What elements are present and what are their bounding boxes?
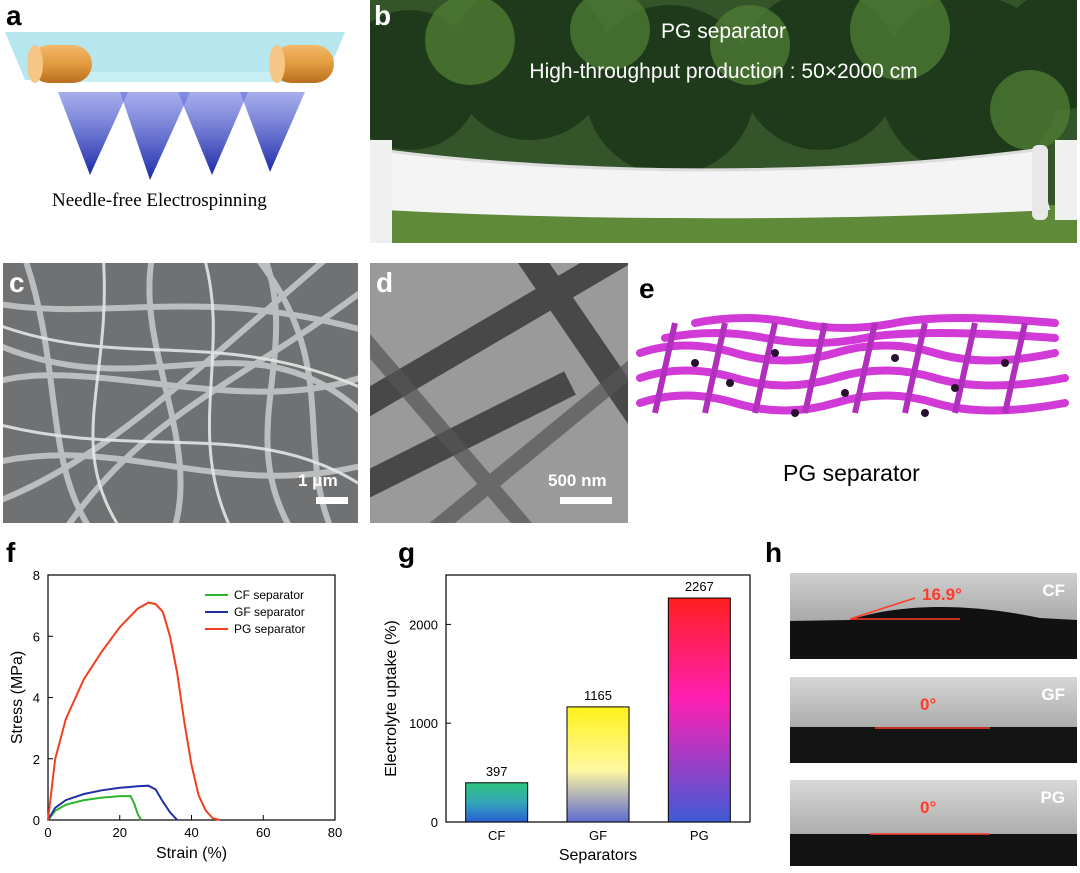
series-line-gf bbox=[47, 784, 178, 821]
y-tick-label: 4 bbox=[33, 691, 40, 706]
contact-angle-image-cf: 16.9° CF bbox=[790, 573, 1077, 659]
panel-b-label: b bbox=[374, 0, 392, 31]
panel-d-label: d bbox=[376, 267, 394, 298]
contact-angle-image-gf: 0° GF bbox=[790, 677, 1077, 763]
gf-droplet-image bbox=[790, 677, 1077, 763]
y-tick-label: 0 bbox=[33, 813, 40, 828]
x-tick-label: 20 bbox=[113, 825, 127, 840]
panel-b-subtitle: High-throughput production : 50×2000 cm bbox=[529, 60, 918, 83]
bar-gf bbox=[566, 706, 630, 823]
panel-e: e PG separator bbox=[635, 263, 1075, 523]
x-tick-label: CF bbox=[488, 828, 505, 843]
panel-c-scale-label: 1 μm bbox=[298, 471, 338, 490]
pg-contact-angle: 0° bbox=[920, 798, 937, 817]
panel-c-scale-bar bbox=[316, 497, 348, 504]
y-tick-label: 2 bbox=[33, 752, 40, 767]
legend-label: CF separator bbox=[234, 588, 304, 602]
panel-d-scale-bar bbox=[560, 497, 612, 504]
panel-d-scale-label: 500 nm bbox=[548, 471, 607, 490]
bar-cf bbox=[465, 782, 529, 823]
legend-label: GF separator bbox=[234, 605, 305, 619]
gf-contact-angle: 0° bbox=[920, 695, 937, 714]
panel-a-caption: Needle-free Electrospinning bbox=[52, 190, 267, 211]
electrospinning-illustration bbox=[5, 32, 345, 180]
production-photo bbox=[370, 0, 1077, 243]
panel-c-label: c bbox=[9, 267, 25, 298]
bar-value-label: 1165 bbox=[584, 688, 612, 703]
panel-f-label: f bbox=[6, 537, 16, 568]
panel-f: f 0 20 40 60 80 0 2 4 6 8 Strain (%) Stress (MPa) CF… bbox=[0, 535, 360, 873]
y-axis-title: Stress (MPa) bbox=[9, 651, 26, 744]
x-axis-title: Strain (%) bbox=[156, 845, 227, 862]
panel-g: g 0 1000 2000 397 CF 1165 GF 2267 PG Separators El… bbox=[370, 535, 780, 873]
cf-contact-angle: 16.9° bbox=[922, 585, 962, 604]
y-axis-title: Electrolyte uptake (%) bbox=[383, 620, 400, 777]
sem-image bbox=[3, 263, 358, 523]
series-line-cf bbox=[47, 795, 143, 821]
tem-image bbox=[370, 263, 628, 523]
bar-value-label: 397 bbox=[486, 764, 508, 779]
x-tick-label: 0 bbox=[44, 825, 51, 840]
panel-c: c 1 μm bbox=[3, 263, 358, 523]
cf-image-label: CF bbox=[1042, 581, 1065, 600]
panel-e-caption: PG separator bbox=[783, 460, 920, 486]
panel-e-label: e bbox=[639, 273, 655, 304]
bar-value-label: 2267 bbox=[685, 579, 714, 594]
panel-a-label: a bbox=[6, 0, 22, 31]
x-tick-label: 80 bbox=[328, 825, 342, 840]
bar-pg bbox=[667, 597, 731, 823]
x-tick-label: 40 bbox=[184, 825, 198, 840]
series-line-pg bbox=[47, 601, 221, 821]
y-tick-label: 8 bbox=[33, 568, 40, 583]
panel-h-label: h bbox=[765, 537, 783, 568]
panel-b: b PG separator High-throughput productio… bbox=[370, 0, 1077, 243]
y-tick-label: 1000 bbox=[409, 716, 438, 731]
pg-image-label: PG bbox=[1040, 788, 1065, 807]
stress-strain-chart: 0 20 40 60 80 0 2 4 6 8 Strain (%) Stress (MPa) CF s… bbox=[9, 568, 342, 862]
panel-b-title: PG separator bbox=[661, 20, 786, 43]
panel-a: a Needle-free Electrospinning bbox=[0, 0, 365, 240]
y-tick-label: 0 bbox=[431, 815, 438, 830]
electrolyte-uptake-chart: 0 1000 2000 397 CF 1165 GF 2267 PG Separators Elec… bbox=[383, 574, 751, 864]
contact-angle-image-pg: 0° PG bbox=[790, 780, 1077, 866]
gf-image-label: GF bbox=[1041, 685, 1065, 704]
legend-label: PG separator bbox=[234, 622, 305, 636]
x-tick-label: PG bbox=[690, 828, 709, 843]
panel-g-label: g bbox=[398, 537, 416, 568]
x-axis-title: Separators bbox=[559, 847, 637, 864]
pg-droplet-image bbox=[790, 780, 1077, 866]
x-tick-label: 60 bbox=[256, 825, 270, 840]
x-tick-label: GF bbox=[589, 828, 607, 843]
panel-d: d 500 nm bbox=[370, 263, 628, 523]
y-tick-label: 2000 bbox=[409, 617, 438, 632]
y-tick-label: 6 bbox=[33, 629, 40, 644]
cf-droplet-image bbox=[790, 573, 1077, 659]
separator-schematic bbox=[636, 314, 1069, 417]
